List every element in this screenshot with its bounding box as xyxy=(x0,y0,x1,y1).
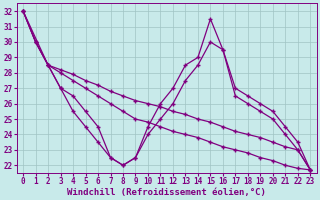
X-axis label: Windchill (Refroidissement éolien,°C): Windchill (Refroidissement éolien,°C) xyxy=(67,188,266,197)
